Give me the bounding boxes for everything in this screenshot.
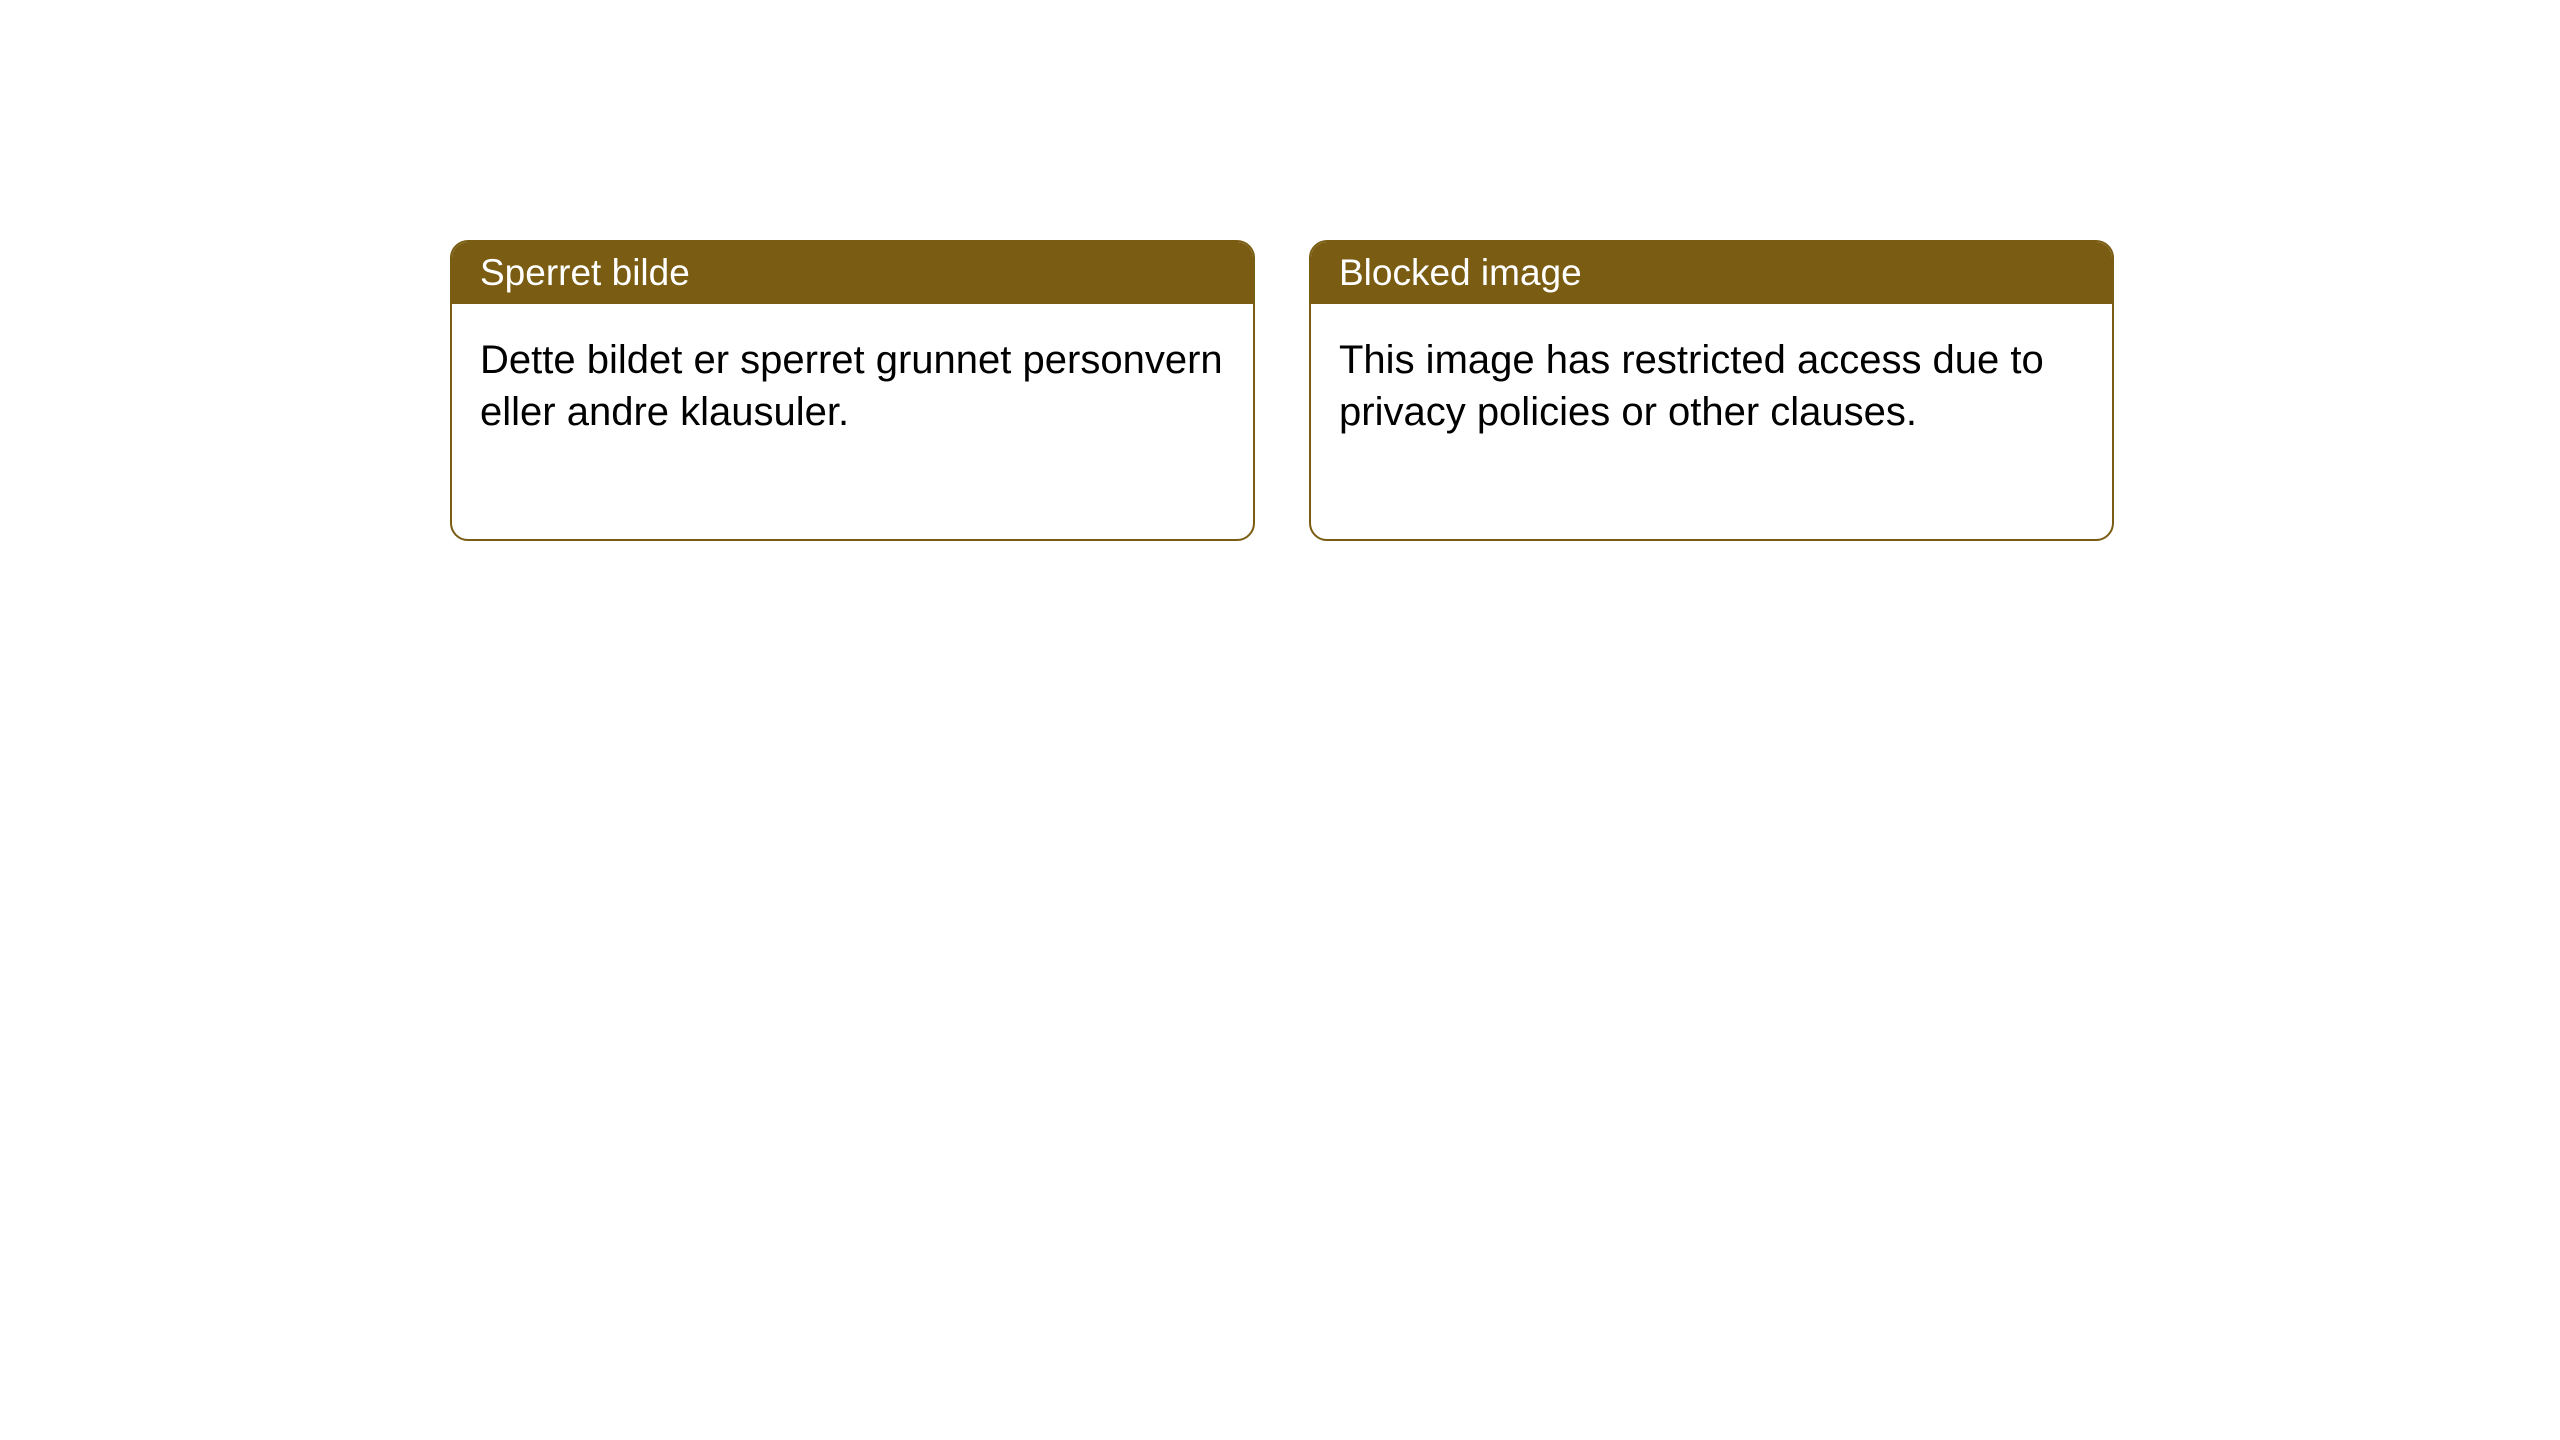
- notice-card-norwegian: Sperret bilde Dette bildet er sperret gr…: [450, 240, 1255, 541]
- notice-container: Sperret bilde Dette bildet er sperret gr…: [450, 240, 2114, 541]
- notice-card-english: Blocked image This image has restricted …: [1309, 240, 2114, 541]
- notice-body-english: This image has restricted access due to …: [1311, 304, 2112, 539]
- notice-title-norwegian: Sperret bilde: [452, 242, 1253, 304]
- notice-title-english: Blocked image: [1311, 242, 2112, 304]
- notice-body-norwegian: Dette bildet er sperret grunnet personve…: [452, 304, 1253, 539]
